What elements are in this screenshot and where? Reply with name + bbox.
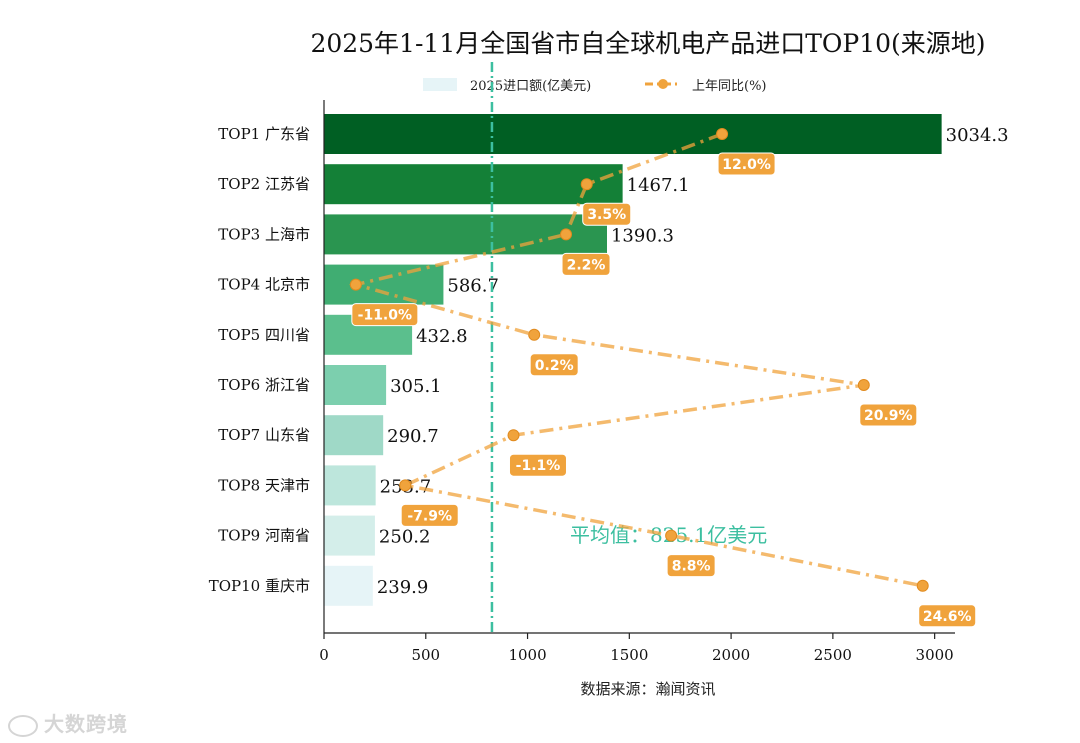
yoy-label-6: 20.9%: [864, 408, 913, 424]
category-label-8: TOP8 天津市: [218, 476, 310, 494]
yoy-marker-7: [507, 429, 520, 442]
yoy-label-box-3: [561, 252, 611, 276]
line-layer: 12.0% 3.5% 2.2% -11.0% 0.2% 20.9% -1.1% -7.9% 8.…: [348, 128, 977, 628]
yoy-marker-10: [916, 579, 929, 592]
bar-2: [324, 164, 623, 205]
bar-value-label-7: 290.7: [387, 426, 439, 447]
bars-layer: TOP1 广东省 3034.3 TOP2 江苏省 1467.1 TOP3 上海市 1390…: [209, 114, 1009, 606]
x-tick-label-2500: 2500: [814, 646, 852, 664]
yoy-label-box-6: [859, 403, 918, 427]
watermark-logo-icon: [8, 714, 38, 737]
yoy-marker-3: [560, 228, 573, 241]
x-tick-label-1000: 1000: [508, 646, 546, 664]
yoy-label-7: -1.1%: [516, 458, 561, 474]
yoy-label-box-7: [508, 453, 567, 477]
yoy-marker-4: [349, 278, 362, 291]
category-label-4: TOP4 北京市: [218, 276, 310, 294]
legend-label-line: 上年同比(%): [692, 79, 767, 94]
watermark: 大数跨境: [8, 708, 128, 737]
category-label-2: TOP2 江苏省: [218, 175, 310, 193]
yoy-marker-2: [580, 178, 593, 191]
watermark-text: 大数跨境: [44, 712, 128, 736]
x-tick-label-0: 0: [319, 646, 329, 664]
category-label-6: TOP6 浙江省: [218, 376, 310, 394]
bar-4: [324, 264, 444, 305]
yoy-label-box-5: [529, 353, 579, 377]
category-label-5: TOP5 四川省: [218, 326, 310, 344]
yoy-label-2: 3.5%: [587, 207, 626, 223]
yoy-label-8: -7.9%: [407, 508, 452, 524]
chart-title: 2025年1-11月全国省市自全球机电产品进口TOP10(来源地): [310, 29, 985, 58]
x-axis-label: 数据来源：瀚闻资讯: [580, 680, 715, 698]
category-label-3: TOP3 上海市: [218, 225, 310, 243]
yoy-label-9: 8.8%: [672, 559, 711, 575]
yoy-label-4: -11.0%: [358, 308, 412, 324]
bar-7: [324, 415, 384, 456]
bar-1: [324, 114, 942, 154]
bar-value-label-6: 305.1: [390, 376, 442, 397]
yoy-label-box-9: [666, 554, 716, 578]
yoy-label-box-2: [582, 202, 632, 226]
bar-9: [324, 515, 375, 556]
yoy-label-box-1: [717, 152, 776, 176]
bar-value-label-3: 1390.3: [611, 225, 674, 246]
yoy-label-1: 12.0%: [722, 157, 771, 173]
x-tick-label-3000: 3000: [916, 646, 954, 664]
average-layer: 平均值：825.1亿美元: [490, 62, 767, 633]
bar-value-label-10: 239.9: [377, 577, 429, 598]
bar-8: [324, 465, 376, 506]
yoy-line: [348, 132, 924, 588]
x-tick-label-1500: 1500: [610, 646, 648, 664]
bar-6: [324, 365, 387, 405]
legend-label-bar: 2025进口额(亿美元): [470, 79, 591, 94]
category-label-9: TOP9 河南省: [218, 527, 310, 545]
bar-value-label-9: 250.2: [379, 527, 431, 548]
legend-swatch-bar: [423, 78, 457, 91]
bar-value-label-5: 432.8: [416, 326, 468, 347]
yoy-label-5: 0.2%: [535, 358, 574, 374]
legend-swatch-marker: [658, 79, 668, 89]
yoy-marker-9: [665, 529, 678, 542]
yoy-label-3: 2.2%: [567, 257, 606, 273]
yoy-label-box-4: [351, 303, 419, 327]
yoy-marker-1: [716, 128, 729, 140]
bar-value-label-1: 3034.3: [946, 125, 1009, 146]
bar-value-label-2: 1467.1: [627, 175, 690, 196]
yoy-marker-5: [528, 328, 541, 341]
bar-value-label-4: 586.7: [447, 276, 499, 297]
bar-10: [324, 565, 373, 606]
x-tick-label-2000: 2000: [712, 646, 750, 664]
yoy-marker-6: [857, 379, 870, 391]
category-label-10: TOP10 重庆市: [209, 577, 310, 595]
yoy-label-box-10: [918, 604, 977, 628]
x-tick-label-500: 500: [411, 646, 440, 664]
yoy-marker-8: [399, 479, 412, 492]
yoy-label-10: 24.6%: [923, 609, 972, 625]
category-label-7: TOP7 山东省: [218, 426, 310, 444]
legend: 2025进口额(亿美元) 上年同比(%): [423, 78, 767, 94]
category-label-1: TOP1 广东省: [218, 125, 310, 143]
x-axis: 0 500 1000 1500 2000 2500 3000: [319, 100, 955, 664]
yoy-label-box-8: [400, 503, 459, 527]
